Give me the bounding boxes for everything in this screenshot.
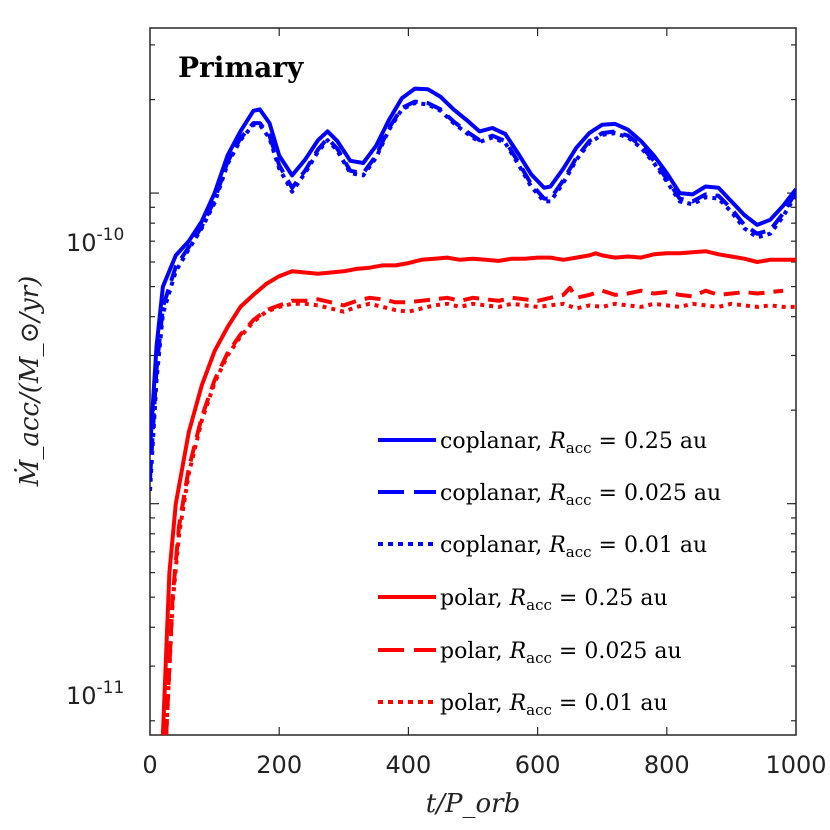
- legend-group: coplanar: [440, 533, 538, 558]
- legend-label-coplanar-025: coplanar, Racc = 0.25 au: [440, 429, 707, 457]
- legend-group: polar: [440, 586, 498, 611]
- x-tick-label: 1000: [765, 751, 826, 779]
- legend-value: 0.01: [584, 691, 633, 716]
- legend-group: polar: [440, 639, 498, 664]
- x-tick-labels: 0 200 400 600 800 1000: [142, 751, 826, 779]
- legend: coplanar, Racc = 0.25 au coplanar, Racc …: [378, 429, 721, 719]
- series-line-1: [150, 99, 796, 480]
- plot-area: [149, 27, 797, 736]
- x-axis-label: t/P_orb: [426, 789, 520, 819]
- x-tick-label: 800: [644, 751, 690, 779]
- y-tick-label-1e-10: 10-10: [66, 225, 124, 257]
- series-line-5: [164, 301, 796, 735]
- y-tick-base: 10: [66, 682, 97, 710]
- y-tick-labels: 10-10 10-11: [66, 225, 124, 710]
- series-line-3: [160, 249, 796, 735]
- series-line-4: [164, 285, 784, 735]
- legend-value: 0.25: [624, 429, 673, 454]
- series-layer: [150, 86, 796, 735]
- legend-label-polar-0025: polar, Racc = 0.025 au: [440, 639, 682, 667]
- y-tick-label-1e-11: 10-11: [66, 678, 124, 710]
- series-line-2: [150, 101, 796, 491]
- legend-label-polar-025: polar, Racc = 0.25 au: [440, 586, 668, 614]
- y-axis-label: Ṁ_acc/(M_⊙/yr): [14, 276, 45, 488]
- series-line-0: [150, 86, 796, 450]
- legend-value: 0.25: [584, 586, 633, 611]
- y-tick-exponent: -10: [97, 225, 125, 245]
- legend-swatches: [378, 438, 436, 704]
- x-tick-label: 400: [385, 751, 431, 779]
- x-tick-label: 0: [142, 751, 157, 779]
- legend-value: 0.01: [624, 533, 673, 558]
- x-tick-label: 200: [256, 751, 302, 779]
- x-tick-label: 600: [515, 751, 561, 779]
- legend-value: 0.025: [584, 639, 647, 664]
- legend-value: 0.025: [624, 481, 687, 506]
- y-tick-base: 10: [66, 229, 97, 257]
- legend-group: coplanar: [440, 429, 538, 454]
- legend-group: polar: [440, 691, 498, 716]
- chart-title: Primary: [178, 51, 304, 84]
- legend-group: coplanar: [440, 481, 538, 506]
- legend-label-polar-001: polar, Racc = 0.01 au: [440, 691, 668, 719]
- axis-ticks: [150, 28, 796, 735]
- y-tick-exponent: -11: [97, 678, 125, 698]
